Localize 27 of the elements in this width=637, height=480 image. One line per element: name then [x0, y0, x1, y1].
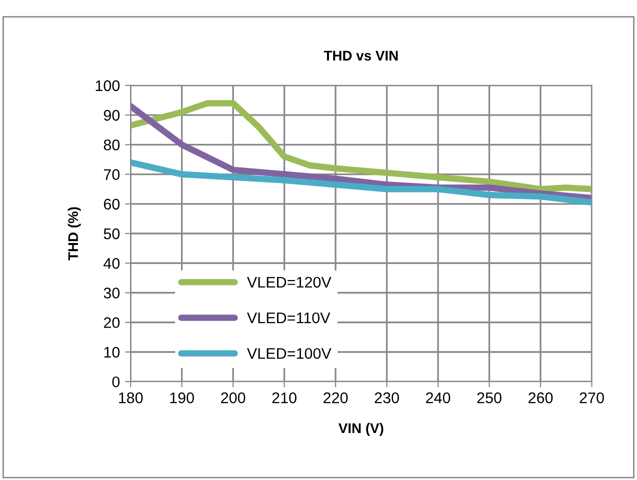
y-tick-label: 40 — [104, 258, 120, 269]
y-tick-label: 100 — [96, 80, 120, 92]
y-tick-label: 10 — [104, 346, 120, 358]
y-tick-label: 50 — [104, 228, 120, 240]
x-axis-title: VIN (V) — [338, 422, 384, 436]
chart-title: THD vs VIN — [324, 50, 398, 61]
y-tick-label: 20 — [104, 317, 120, 328]
y-tick-label: 80 — [104, 140, 120, 150]
x-tick-label: 220 — [324, 392, 348, 404]
legend-label: VLED=100V — [246, 348, 332, 359]
x-tick-label: 270 — [580, 392, 604, 404]
y-tick-label: 0 — [112, 376, 120, 388]
x-tick-label: 250 — [477, 392, 502, 404]
legend-label: VLED=110V — [246, 312, 330, 324]
x-tick-label: 210 — [272, 392, 296, 404]
y-tick-label: 70 — [104, 169, 120, 180]
y-tick-label: 30 — [104, 288, 120, 298]
y-tick-label: 60 — [104, 198, 120, 210]
y-axis-title: THD (%) — [68, 207, 81, 260]
x-tick-label: 180 — [119, 392, 143, 404]
x-tick-label: 240 — [426, 392, 450, 404]
x-tick-label: 260 — [528, 392, 553, 404]
legend-label: VLED=120V — [246, 276, 332, 288]
x-tick-label: 190 — [170, 392, 194, 404]
x-tick-label: 200 — [221, 392, 246, 404]
x-tick-label: 230 — [374, 392, 399, 404]
y-tick-label: 90 — [104, 110, 120, 121]
